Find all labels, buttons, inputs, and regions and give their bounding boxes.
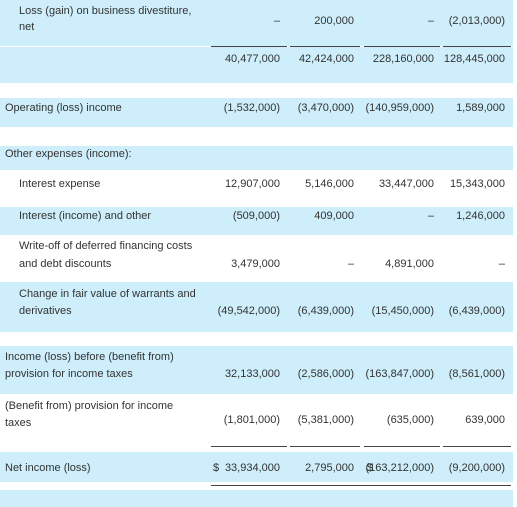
cell-col2: 42,424,000 xyxy=(298,53,354,65)
row-label: (Benefit from) provision for income xyxy=(5,400,174,412)
row-label: Interest (income) and other xyxy=(19,210,152,222)
row-label: Operating (loss) income xyxy=(5,102,122,114)
row-interest-income: Interest (income) and other (509,000) 40… xyxy=(0,207,513,235)
row-label-cont: derivatives xyxy=(19,305,72,317)
cell-col3: (635,000) xyxy=(386,414,434,426)
cell-col2: (2,586,000) xyxy=(297,368,354,380)
row-fair-value: Change in fair value of warrants and der… xyxy=(0,282,513,332)
cell-col2: (6,439,000) xyxy=(297,305,354,317)
cell-col3: – xyxy=(427,210,434,222)
cell-col3: (163,847,000) xyxy=(365,368,435,380)
section-heading: Other expenses (income): xyxy=(5,148,132,160)
cell-col4: (9,200,000) xyxy=(448,462,505,474)
row-label-cont: provision for income taxes xyxy=(5,368,133,380)
row-pretax: Income (loss) before (benefit from) prov… xyxy=(0,346,513,394)
cell-col4: (8,561,000) xyxy=(448,368,505,380)
cell-col4: 128,445,000 xyxy=(443,53,505,65)
row-net-income: Net income (loss) $ 33,934,000 2,795,000… xyxy=(0,452,513,482)
net-rule-col2 xyxy=(290,446,360,447)
cell-col3: – xyxy=(427,15,434,27)
cell-col3: (15,450,000) xyxy=(371,305,434,317)
row-interest-expense: Interest expense 12,907,000 5,146,000 33… xyxy=(0,170,513,200)
subtotal-rule-col3 xyxy=(364,46,440,47)
cell-col4: – xyxy=(498,258,505,270)
row-label: Net income (loss) xyxy=(5,462,91,474)
cell-col3: (163,212,000) xyxy=(365,462,435,474)
row-label-cont: net xyxy=(19,21,35,33)
cell-col2: (3,470,000) xyxy=(297,102,354,114)
cell-col4: 1,589,000 xyxy=(456,102,505,114)
row-label-cont: and debt discounts xyxy=(19,258,112,270)
cell-col2: 409,000 xyxy=(314,210,354,222)
row-empty xyxy=(0,490,513,507)
cell-col1: (49,542,000) xyxy=(217,305,280,317)
net-rule-col3 xyxy=(364,446,440,447)
row-tax: (Benefit from) provision for income taxe… xyxy=(0,394,513,444)
cell-col3: 4,891,000 xyxy=(385,258,434,270)
net-double-rule xyxy=(211,485,511,486)
row-divestiture: Loss (gain) on business divestiture, net… xyxy=(0,0,513,46)
row-label: Loss (gain) on business divestiture, xyxy=(19,5,192,17)
cell-col1: 12,907,000 xyxy=(224,178,280,190)
cell-col1: 32,133,000 xyxy=(224,368,280,380)
cell-col4: (6,439,000) xyxy=(448,305,505,317)
cell-col1: 3,479,000 xyxy=(231,258,280,270)
row-label: Interest expense xyxy=(19,178,101,190)
cell-col3: 33,447,000 xyxy=(378,178,434,190)
cell-col4: 15,343,000 xyxy=(449,178,505,190)
net-rule-col4 xyxy=(443,446,511,447)
cell-col4: 1,246,000 xyxy=(456,210,505,222)
cell-col2: 200,000 xyxy=(314,15,354,27)
cell-col3: (140,959,000) xyxy=(365,102,435,114)
row-label-cont: taxes xyxy=(5,417,32,429)
row-label: Change in fair value of warrants and xyxy=(19,288,196,300)
net-rule-col1 xyxy=(211,446,287,447)
row-subtotal: 40,477,000 42,424,000 228,160,000 128,44… xyxy=(0,47,513,83)
cell-col1: (1,532,000) xyxy=(223,102,280,114)
row-operating: Operating (loss) income (1,532,000) (3,4… xyxy=(0,98,513,127)
cell-col2: – xyxy=(347,258,354,270)
subtotal-rule-col4 xyxy=(443,46,511,47)
cell-col1: – xyxy=(273,15,280,27)
cell-col4: (2,013,000) xyxy=(448,15,505,27)
cell-col2: (5,381,000) xyxy=(297,414,354,426)
row-writeoff: Write-off of deferred financing costs an… xyxy=(0,235,513,281)
cell-col3: 228,160,000 xyxy=(372,53,434,65)
subtotal-rule-col1 xyxy=(211,46,287,47)
cell-col1: 40,477,000 xyxy=(224,53,280,65)
currency-symbol: $ xyxy=(367,462,374,474)
subtotal-rule-col2 xyxy=(290,46,360,47)
cell-col2: 2,795,000 xyxy=(305,462,354,474)
cell-col1: 33,934,000 xyxy=(224,462,280,474)
row-label: Income (loss) before (benefit from) xyxy=(5,351,174,363)
currency-symbol: $ xyxy=(213,462,220,474)
cell-col1: (509,000) xyxy=(232,210,280,222)
row-other-header: Other expenses (income): xyxy=(0,146,513,170)
cell-col2: 5,146,000 xyxy=(305,178,354,190)
cell-col1: (1,801,000) xyxy=(223,414,280,426)
row-label: Write-off of deferred financing costs xyxy=(19,240,193,252)
cell-col4: 639,000 xyxy=(465,414,505,426)
